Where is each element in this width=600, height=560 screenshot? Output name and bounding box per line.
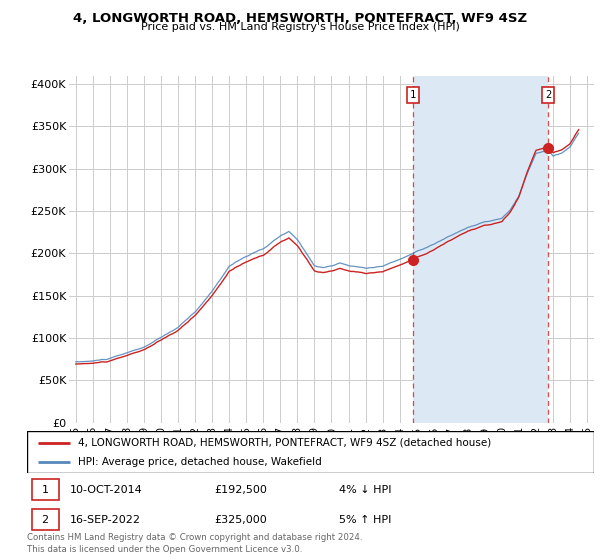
Text: 1: 1 — [410, 90, 416, 100]
Bar — [32, 479, 59, 500]
Bar — [413, 76, 548, 423]
Text: 4% ↓ HPI: 4% ↓ HPI — [339, 485, 391, 494]
Text: 1: 1 — [41, 485, 49, 494]
Text: 16-SEP-2022: 16-SEP-2022 — [70, 515, 140, 525]
Text: 2: 2 — [545, 90, 551, 100]
Text: Contains HM Land Registry data © Crown copyright and database right 2024.
This d: Contains HM Land Registry data © Crown c… — [27, 533, 362, 554]
Text: 2: 2 — [41, 515, 49, 525]
Text: 4, LONGWORTH ROAD, HEMSWORTH, PONTEFRACT, WF9 4SZ (detached house): 4, LONGWORTH ROAD, HEMSWORTH, PONTEFRACT… — [78, 437, 491, 447]
Text: 5% ↑ HPI: 5% ↑ HPI — [339, 515, 391, 525]
Text: HPI: Average price, detached house, Wakefield: HPI: Average price, detached house, Wake… — [78, 457, 322, 467]
Text: 10-OCT-2014: 10-OCT-2014 — [70, 485, 142, 494]
Bar — [32, 510, 59, 530]
Text: £325,000: £325,000 — [214, 515, 267, 525]
Text: Price paid vs. HM Land Registry's House Price Index (HPI): Price paid vs. HM Land Registry's House … — [140, 22, 460, 32]
Text: 4, LONGWORTH ROAD, HEMSWORTH, PONTEFRACT, WF9 4SZ: 4, LONGWORTH ROAD, HEMSWORTH, PONTEFRACT… — [73, 12, 527, 25]
Text: £192,500: £192,500 — [214, 485, 267, 494]
